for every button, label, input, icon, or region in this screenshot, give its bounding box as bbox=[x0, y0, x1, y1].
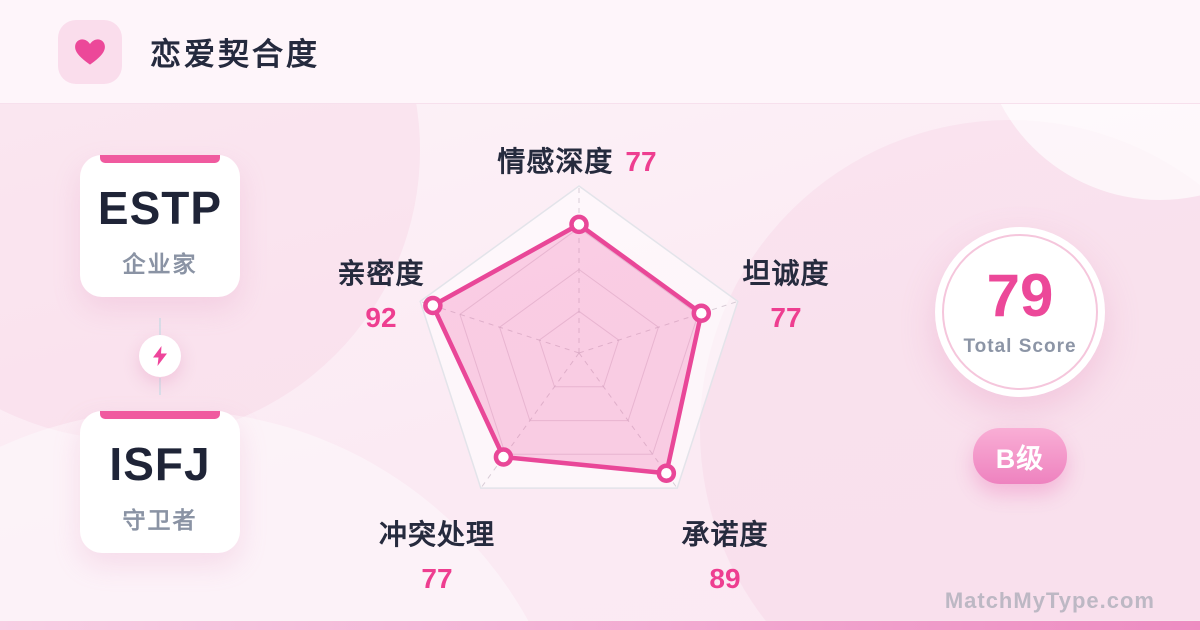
radar-chart bbox=[419, 185, 739, 489]
card-accent-bar bbox=[100, 411, 220, 419]
person-type-code: ISFJ bbox=[109, 438, 211, 490]
grade-badge: B级 bbox=[973, 428, 1067, 484]
axis-label-honesty: 坦诚度 77 bbox=[742, 252, 829, 334]
axis-label-intimacy: 亲密度 92 bbox=[337, 252, 424, 334]
axis-name: 亲密度 bbox=[337, 258, 425, 289]
watermark: MatchMyType.com bbox=[944, 588, 1155, 613]
axis-value: 77 bbox=[770, 302, 802, 333]
card-accent-bar bbox=[100, 155, 220, 163]
axis-label-conflict-handling: 冲突处理 77 bbox=[379, 513, 495, 595]
connector-dash-top bbox=[159, 318, 161, 335]
lightning-bolt-icon bbox=[153, 346, 167, 366]
axis-value: 77 bbox=[421, 563, 453, 594]
axis-name: 情感深度 bbox=[497, 146, 614, 177]
vs-circle bbox=[139, 335, 181, 377]
bottom-accent-strip bbox=[0, 621, 1200, 630]
header: 恋爱契合度 bbox=[0, 0, 1200, 104]
person-type-name: 企业家 bbox=[122, 251, 198, 277]
grade-text: B级 bbox=[995, 443, 1045, 474]
person-type-code: ESTP bbox=[97, 182, 223, 234]
axis-value: 77 bbox=[625, 146, 657, 177]
axis-value: 89 bbox=[709, 563, 741, 594]
heart-icon-box bbox=[58, 19, 122, 84]
person-card-estp: ESTP 企业家 bbox=[80, 155, 240, 297]
axis-label-commitment: 承诺度 89 bbox=[681, 513, 768, 595]
axis-label-emotional-depth: 情感深度 77 bbox=[497, 140, 656, 180]
axis-name: 承诺度 bbox=[681, 519, 769, 550]
total-score-circle: 79 Total Score bbox=[935, 227, 1105, 397]
score-ring bbox=[942, 234, 1098, 390]
person-type-name: 守卫者 bbox=[122, 507, 198, 533]
axis-name: 冲突处理 bbox=[378, 519, 496, 550]
axis-value: 92 bbox=[365, 302, 397, 333]
person-card-isfj: ISFJ 守卫者 bbox=[80, 411, 240, 553]
connector-dash-bottom bbox=[159, 378, 161, 395]
axis-name: 坦诚度 bbox=[742, 258, 830, 289]
page-title: 恋爱契合度 bbox=[150, 37, 320, 72]
heart-icon bbox=[75, 38, 105, 65]
